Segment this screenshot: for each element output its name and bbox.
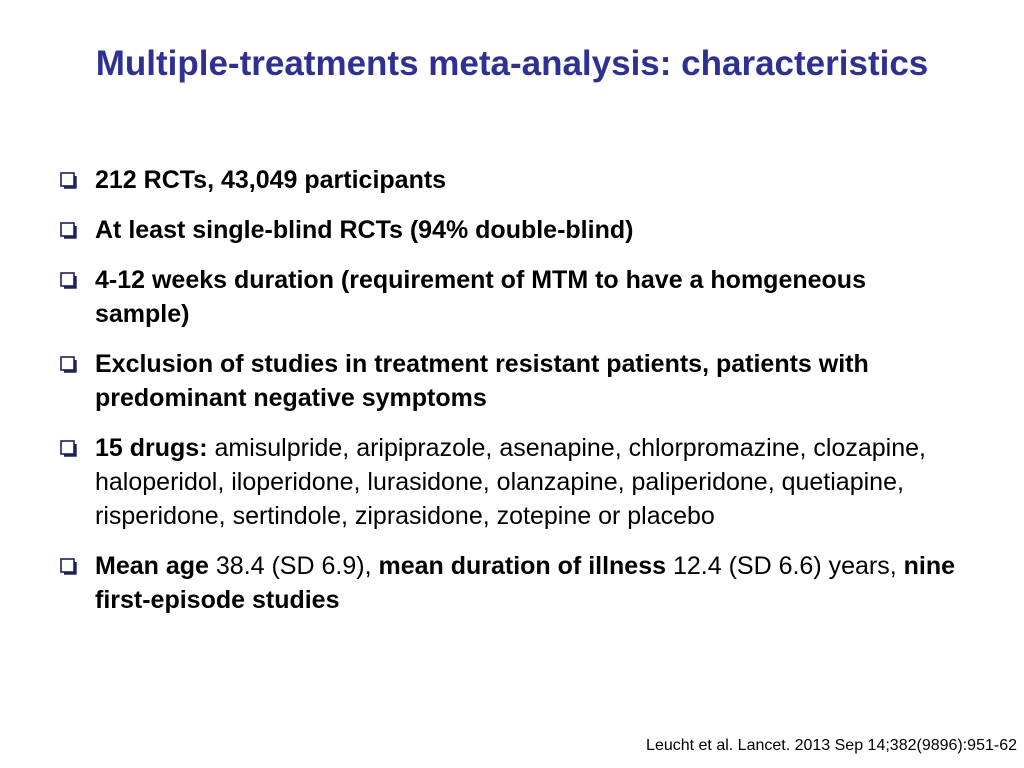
- bullet-item-duration: 4-12 weeks duration (requirement of MTM …: [60, 263, 960, 331]
- mean-age-value: 38.4 (SD 6.9),: [208, 552, 372, 580]
- hollow-square-bullet-icon: [60, 558, 77, 575]
- hollow-square-bullet-icon: [60, 440, 77, 457]
- drugs-label: 15 drugs:: [95, 434, 208, 462]
- hollow-square-bullet-icon: [60, 172, 77, 189]
- slide-title: Multiple-treatments meta-analysis: chara…: [95, 44, 929, 83]
- illness-duration-value: 12.4 (SD 6.6) years,: [666, 552, 897, 580]
- bullet-item-demographics: Mean age 38.4 (SD 6.9), mean duration of…: [60, 549, 960, 617]
- bullet-text: At least single-blind RCTs (94% double-b…: [95, 216, 634, 244]
- first-episode-studies: nine first-episode studies: [95, 552, 956, 614]
- bullet-list: 212 RCTs, 43,049 participants At least s…: [60, 163, 960, 633]
- hollow-square-bullet-icon: [60, 356, 77, 373]
- mean-age-label: Mean age: [95, 552, 209, 580]
- bullet-item-exclusion: Exclusion of studies in treatment resist…: [60, 347, 960, 415]
- bullet-text: Exclusion of studies in treatment resist…: [95, 350, 869, 412]
- bullet-item-drugs: 15 drugs: amisulpride, aripiprazole, ase…: [60, 431, 960, 533]
- hollow-square-bullet-icon: [60, 222, 77, 239]
- illness-duration-label: mean duration of illness: [371, 552, 667, 580]
- bullet-text: 212 RCTs, 43,049 participants: [95, 166, 447, 194]
- hollow-square-bullet-icon: [60, 272, 77, 289]
- citation: Leucht et al. Lancet. 2013 Sep 14;382(98…: [646, 737, 1017, 754]
- bullet-item-blinding: At least single-blind RCTs (94% double-b…: [60, 213, 960, 247]
- drugs-list: amisulpride, aripiprazole, asenapine, ch…: [95, 434, 926, 530]
- bullet-item-participants: 212 RCTs, 43,049 participants: [60, 163, 960, 197]
- bullet-text: 4-12 weeks duration (requirement of MTM …: [95, 266, 866, 328]
